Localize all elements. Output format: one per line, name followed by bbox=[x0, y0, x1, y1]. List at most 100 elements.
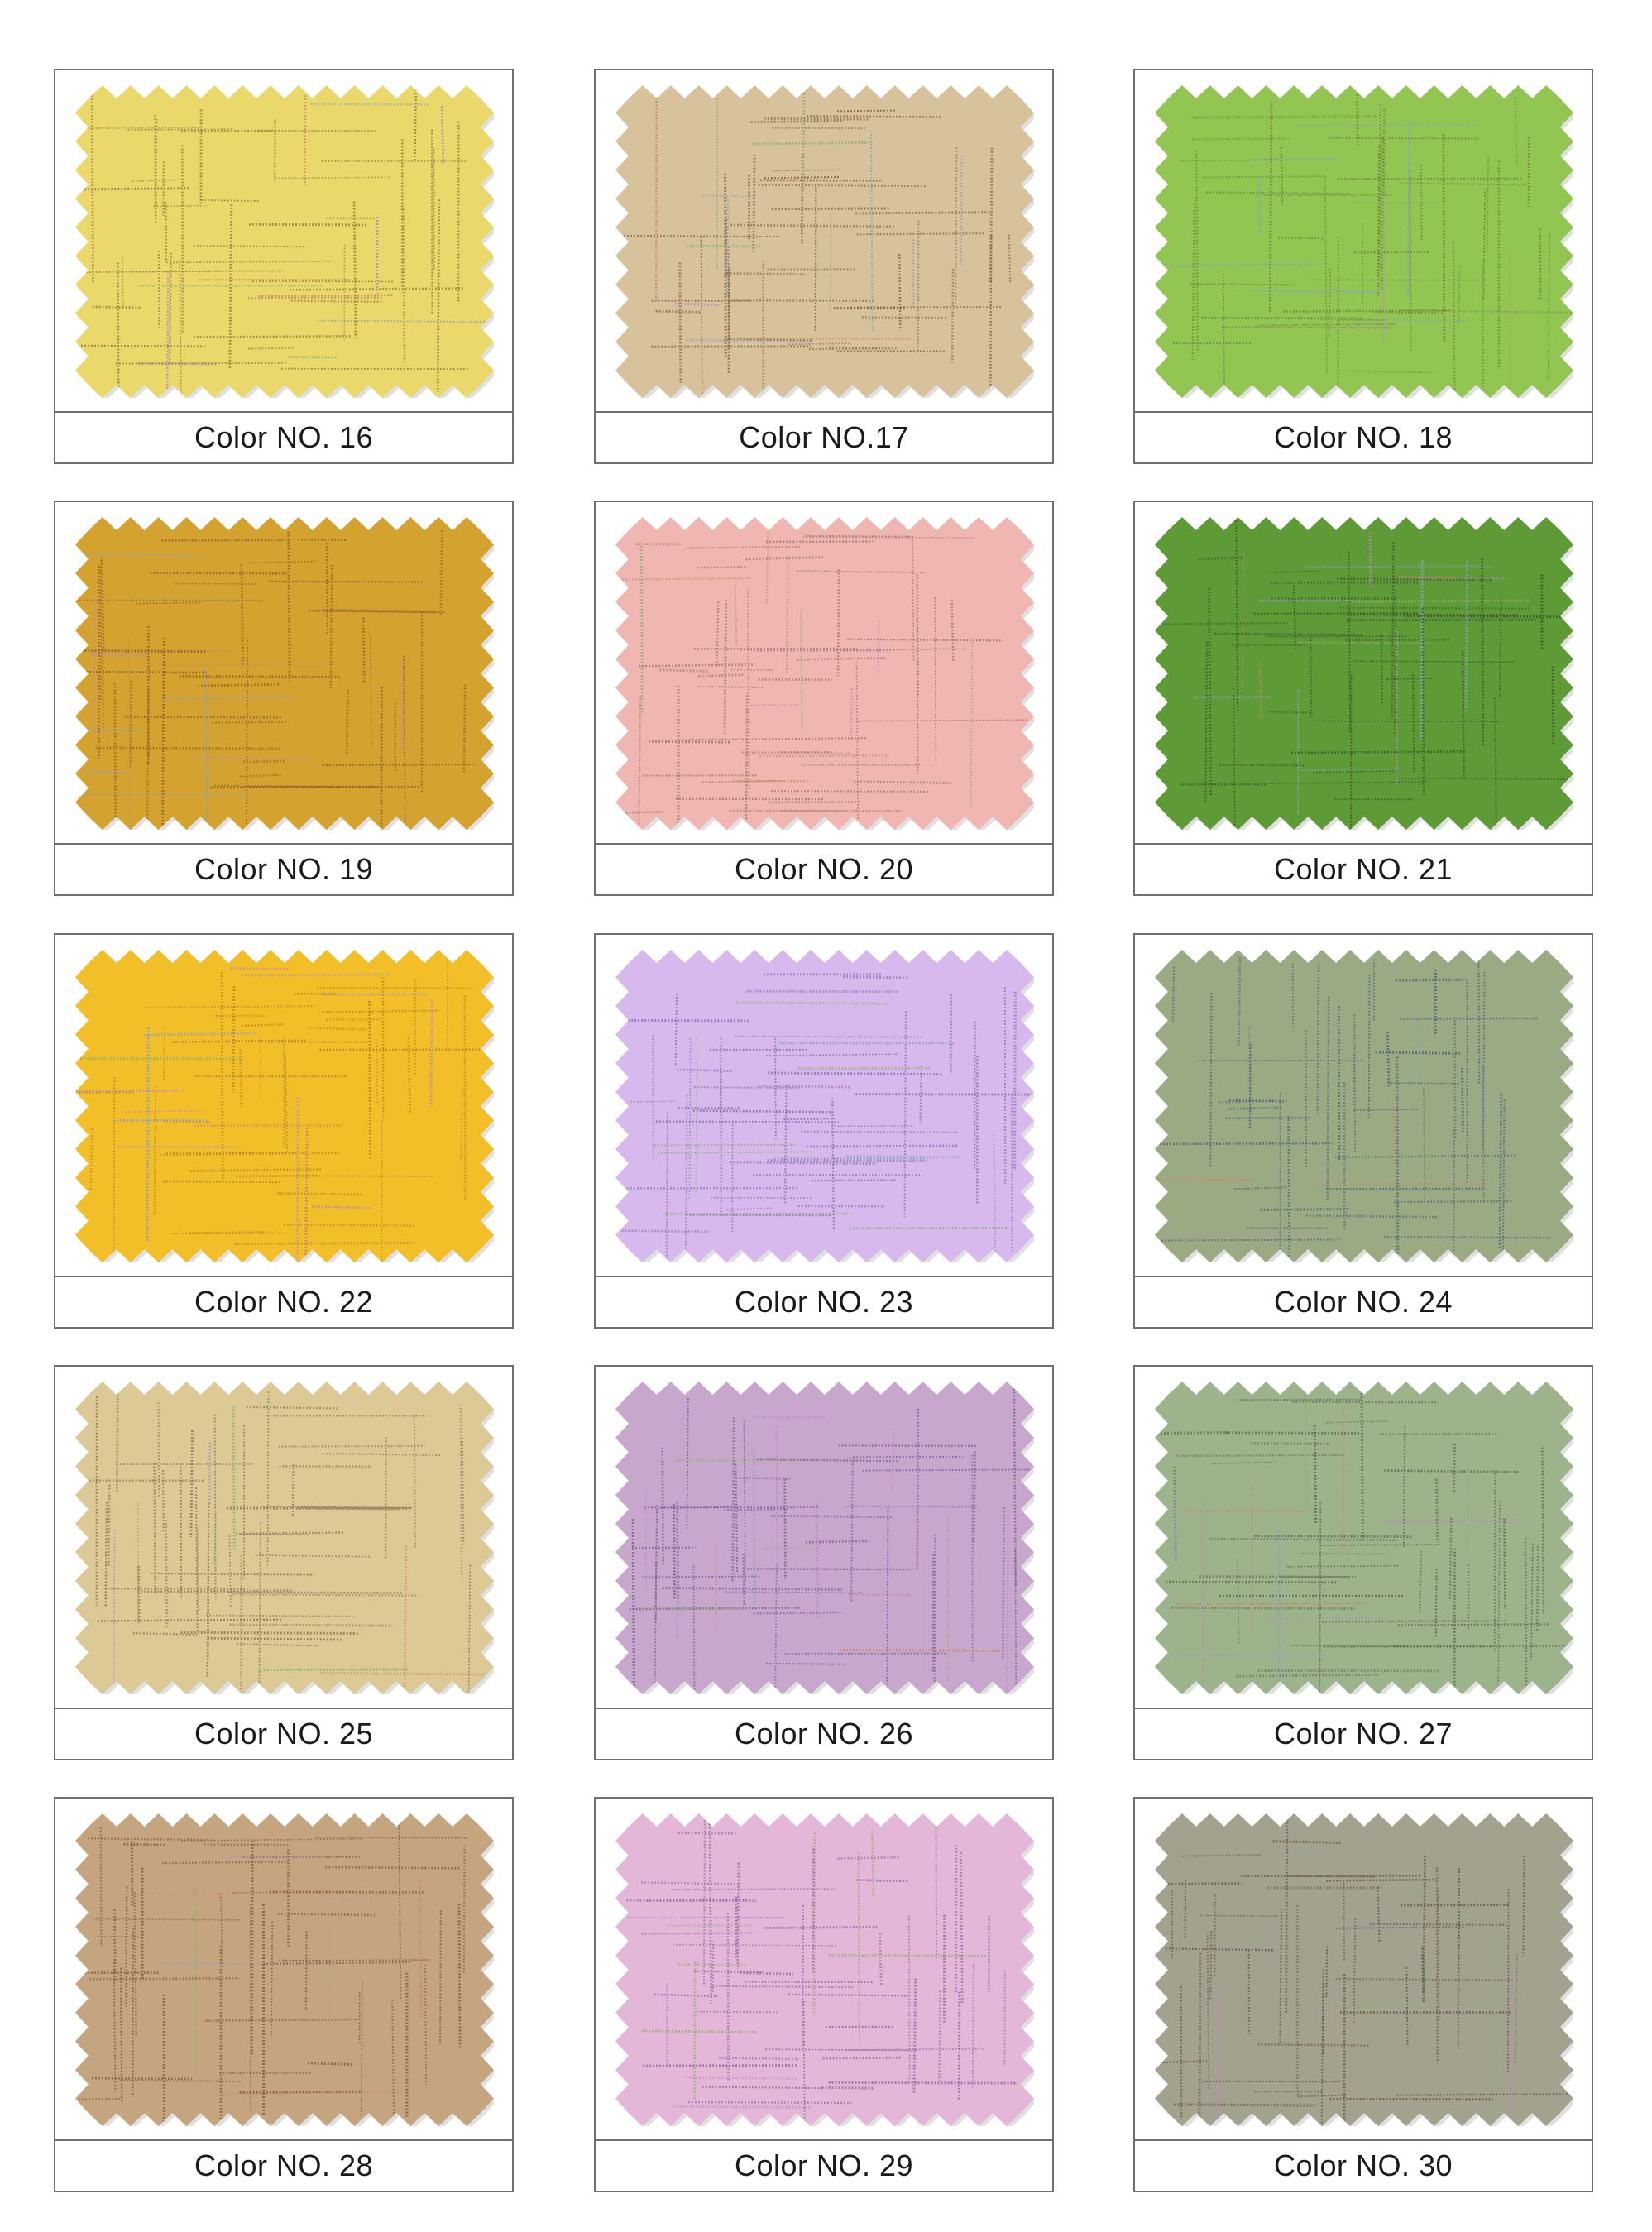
swatch-card-21: Color NO. 21 bbox=[1133, 501, 1593, 896]
crosshatch-texture bbox=[626, 1813, 1018, 2126]
crosshatch-texture bbox=[82, 1391, 494, 1694]
fabric-swatch-graphic bbox=[1155, 85, 1573, 398]
swatch-label: Color NO. 19 bbox=[194, 852, 374, 886]
swatch-fabric bbox=[75, 1382, 494, 1694]
fabric-swatch-graphic bbox=[615, 85, 1034, 398]
fabric-swatch bbox=[75, 1382, 494, 1694]
fabric-swatch-graphic bbox=[1155, 517, 1573, 830]
swatch-photo-area bbox=[1135, 70, 1592, 413]
swatch-fabric bbox=[1155, 1382, 1573, 1694]
swatch-fabric bbox=[75, 950, 494, 1262]
fabric-swatch-graphic bbox=[75, 85, 494, 398]
fabric-swatch bbox=[615, 517, 1034, 830]
swatch-card-27: Color NO. 27 bbox=[1133, 1365, 1593, 1760]
swatch-label: Color NO. 18 bbox=[1273, 420, 1453, 454]
crosshatch-texture bbox=[1158, 94, 1573, 398]
swatch-label: Color NO. 26 bbox=[734, 1717, 914, 1751]
swatch-label: Color NO. 29 bbox=[734, 2148, 914, 2182]
swatch-card-19: Color NO. 19 bbox=[54, 501, 514, 896]
swatch-photo-area bbox=[55, 1367, 512, 1709]
fabric-swatch-graphic bbox=[75, 950, 494, 1262]
crosshatch-texture bbox=[76, 530, 477, 830]
fabric-swatch bbox=[1155, 517, 1573, 830]
fabric-swatch-graphic bbox=[1155, 1382, 1573, 1694]
swatch-fabric bbox=[1155, 517, 1573, 830]
crosshatch-texture bbox=[78, 1818, 468, 2126]
swatch-fabric bbox=[615, 950, 1034, 1262]
swatch-photo-area bbox=[1135, 935, 1592, 1277]
crosshatch-texture bbox=[80, 86, 494, 398]
swatch-label: Color NO. 20 bbox=[734, 852, 914, 886]
swatch-label: Color NO.17 bbox=[739, 420, 909, 454]
swatch-fabric bbox=[615, 85, 1034, 398]
fabric-swatch bbox=[75, 85, 494, 398]
swatch-label: Color NO. 30 bbox=[1273, 2148, 1453, 2182]
fabric-swatch bbox=[1155, 950, 1573, 1262]
swatch-label: Color NO. 16 bbox=[194, 420, 374, 454]
crosshatch-texture bbox=[629, 1388, 1034, 1694]
swatch-label: Color NO. 22 bbox=[194, 1285, 374, 1319]
fabric-swatch-graphic bbox=[75, 1382, 494, 1694]
swatch-photo-area bbox=[596, 935, 1052, 1277]
fabric-swatch bbox=[75, 517, 494, 830]
fabric-swatch bbox=[75, 1813, 494, 2126]
crosshatch-texture bbox=[1155, 1818, 1573, 2126]
swatch-card-26: Color NO. 26 bbox=[594, 1365, 1054, 1760]
fabric-swatch bbox=[615, 85, 1034, 398]
swatch-label: Color NO. 25 bbox=[194, 1717, 374, 1751]
crosshatch-texture bbox=[618, 973, 1034, 1262]
fabric-swatch-graphic bbox=[75, 1813, 494, 2126]
crosshatch-texture bbox=[615, 532, 1029, 830]
fabric-swatch bbox=[615, 1382, 1034, 1694]
swatch-card-28: Color NO. 28 bbox=[54, 1797, 514, 2192]
swatch-photo-area bbox=[596, 1367, 1052, 1709]
crosshatch-texture bbox=[1156, 520, 1568, 830]
fabric-swatch-graphic bbox=[615, 1382, 1034, 1694]
swatch-fabric bbox=[75, 517, 494, 830]
swatch-card-23: Color NO. 23 bbox=[594, 933, 1054, 1329]
fabric-swatch bbox=[75, 950, 494, 1262]
fabric-swatch-graphic bbox=[1155, 1813, 1573, 2126]
fabric-swatch-graphic bbox=[615, 1813, 1034, 2126]
swatch-card-24: Color NO. 24 bbox=[1133, 933, 1593, 1329]
swatch-fabric bbox=[615, 1813, 1034, 2126]
swatch-card-16: Color NO. 16 bbox=[54, 69, 514, 464]
swatch-fabric bbox=[1155, 950, 1573, 1262]
crosshatch-texture bbox=[1156, 1392, 1573, 1694]
fabric-swatch bbox=[1155, 1813, 1573, 2126]
fabric-swatch-graphic bbox=[615, 950, 1034, 1262]
swatch-fabric bbox=[75, 85, 494, 398]
swatch-photo-area bbox=[55, 502, 512, 845]
crosshatch-texture bbox=[624, 93, 1012, 398]
swatch-photo-area bbox=[596, 1799, 1052, 2141]
swatch-fabric bbox=[1155, 1813, 1573, 2126]
swatch-label: Color NO. 28 bbox=[194, 2148, 374, 2182]
fabric-swatch-graphic bbox=[1155, 950, 1573, 1262]
swatch-label: Color NO. 24 bbox=[1273, 1285, 1453, 1319]
swatch-photo-area bbox=[1135, 1367, 1592, 1709]
swatch-card-20: Color NO. 20 bbox=[594, 501, 1054, 896]
swatch-fabric bbox=[1155, 85, 1573, 398]
swatch-photo-area bbox=[1135, 1799, 1592, 2141]
swatch-card-17: Color NO.17 bbox=[594, 69, 1054, 464]
fabric-swatch-graphic bbox=[615, 517, 1034, 830]
swatch-photo-area bbox=[55, 935, 512, 1277]
swatch-fabric bbox=[615, 1382, 1034, 1694]
fabric-swatch bbox=[1155, 1382, 1573, 1694]
swatch-photo-area bbox=[55, 1799, 512, 2141]
fabric-swatch bbox=[615, 1813, 1034, 2126]
fabric-swatch bbox=[615, 950, 1034, 1262]
swatch-photo-area bbox=[1135, 502, 1592, 845]
fabric-swatch bbox=[1155, 85, 1573, 398]
crosshatch-texture bbox=[1156, 952, 1551, 1262]
swatch-card-22: Color NO. 22 bbox=[54, 933, 514, 1329]
crosshatch-texture bbox=[76, 952, 494, 1262]
swatch-card-29: Color NO. 29 bbox=[594, 1797, 1054, 2192]
swatch-label: Color NO. 21 bbox=[1273, 852, 1453, 886]
swatch-photo-area bbox=[596, 70, 1052, 413]
swatch-card-18: Color NO. 18 bbox=[1133, 69, 1593, 464]
swatch-photo-area bbox=[596, 502, 1052, 845]
swatch-label: Color NO. 23 bbox=[734, 1285, 914, 1319]
swatch-label: Color NO. 27 bbox=[1273, 1717, 1453, 1751]
swatch-fabric bbox=[615, 517, 1034, 830]
